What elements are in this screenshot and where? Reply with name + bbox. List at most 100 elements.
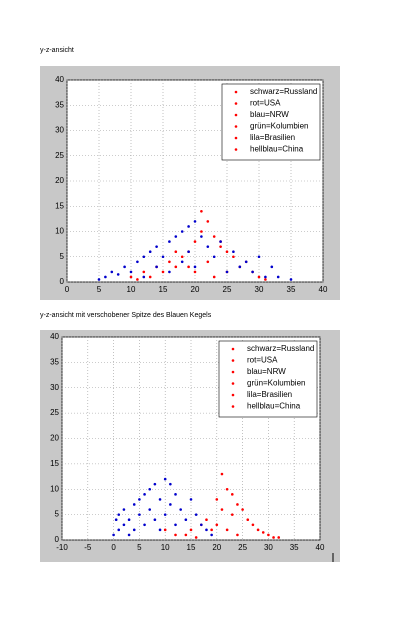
point [257,275,261,279]
point [225,270,229,274]
y-tick-label: 25 [50,408,59,417]
y-tick-label: 35 [55,100,64,109]
point [174,493,177,496]
point [236,533,239,537]
x-tick-label: 35 [287,285,296,294]
point [155,265,158,269]
point [136,260,139,264]
point [238,265,242,269]
legend-label: schwarz=Russland [250,87,317,96]
point [138,513,141,516]
point [142,270,146,274]
y-tick-label: 10 [50,484,59,493]
point [232,255,235,259]
point [225,250,229,253]
y-tick-label: 40 [55,75,64,84]
point [110,270,114,274]
point [168,240,171,243]
legend-label: rot=USA [250,99,281,108]
point [257,255,261,259]
point [187,250,190,253]
point [206,220,210,223]
point [219,240,222,243]
x-tick-label: 10 [127,285,136,294]
point [194,513,198,516]
point [219,245,222,248]
point [142,275,146,279]
point [163,513,167,516]
point [104,275,107,279]
point [200,210,203,213]
point [117,528,121,532]
point [246,518,250,521]
point [180,255,184,259]
point [97,278,101,281]
point [180,230,184,233]
legend-label: grün=Kolumbien [250,122,308,131]
x-tick-label: 25 [223,285,232,294]
x-tick-label: 35 [290,543,299,552]
legend-label: blau=NRW [250,110,289,119]
point [206,260,210,264]
legend-label: hellblau=China [250,145,304,154]
point [220,472,224,476]
point [148,487,152,491]
point [163,528,167,532]
legend-label: rot=USA [247,356,278,365]
legend-label: schwarz=Russland [247,344,314,353]
x-tick-label: 40 [319,285,328,294]
point [205,528,208,532]
point [244,260,248,264]
x-tick-label: 30 [255,285,264,294]
point [174,265,178,269]
point [169,503,172,506]
point [210,533,213,537]
point [261,531,265,534]
point [117,513,121,516]
point [129,275,133,279]
y-tick-label: 20 [50,434,59,443]
point [256,528,260,532]
point [123,265,126,269]
point [264,278,267,281]
point [189,498,193,501]
point [200,523,203,527]
x-tick-label: 25 [238,543,247,552]
legend-marker [231,359,235,362]
x-tick-label: 0 [111,543,116,552]
point [276,275,280,279]
point [241,508,244,511]
point [138,498,141,501]
point [148,250,152,253]
x-tick-label: 10 [161,543,170,552]
point [200,230,203,233]
y-tick-label: 25 [55,151,64,160]
point [230,513,234,516]
point [264,275,267,279]
point [193,220,197,223]
point [129,270,133,274]
point [187,265,190,269]
x-tick-label: 30 [264,543,273,552]
point [251,523,255,527]
point [212,235,216,238]
point [289,278,293,281]
y-tick-label: 35 [50,357,59,366]
point [236,503,239,506]
point [272,536,275,539]
point [220,508,224,511]
x-tick-label: 20 [212,543,221,552]
point [143,493,146,496]
point [232,250,235,253]
legend-marker [234,125,238,128]
point [270,265,274,269]
point [189,528,193,532]
y-tick-label: 0 [55,535,60,544]
point [179,508,182,511]
legend-box [221,83,321,161]
y-tick-label: 15 [55,201,64,210]
legend-marker [234,148,238,151]
point [158,528,162,532]
legend-label: hellblau=China [247,402,301,411]
